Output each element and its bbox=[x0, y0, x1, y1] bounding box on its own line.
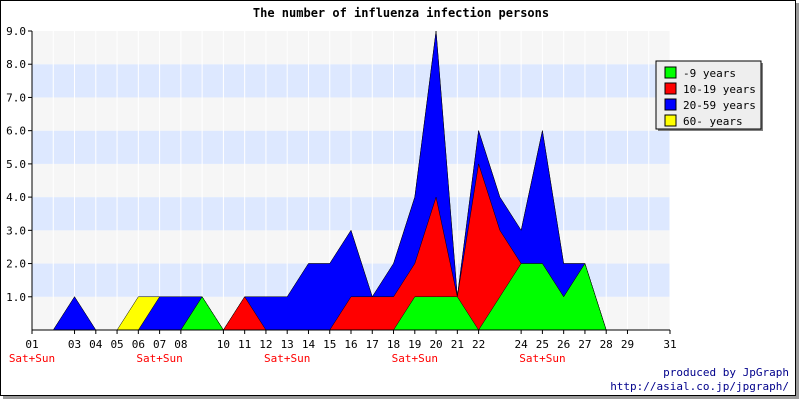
x-tick-label: 21 bbox=[451, 338, 464, 351]
x-tick-label: 05 bbox=[110, 338, 123, 351]
x-tick-label: 12 bbox=[259, 338, 272, 351]
x-tick-label: 24 bbox=[515, 338, 529, 351]
x-tick-label: 13 bbox=[281, 338, 294, 351]
x-tick-label: 19 bbox=[408, 338, 421, 351]
x-tick-label: 18 bbox=[387, 338, 400, 351]
x-tick-label: 10 bbox=[217, 338, 230, 351]
legend-swatch bbox=[664, 66, 677, 79]
x-tick-label: 01 bbox=[25, 338, 38, 351]
legend-swatch bbox=[664, 98, 677, 111]
weekend-label: Sat+Sun bbox=[136, 352, 182, 365]
x-tick-label: 08 bbox=[174, 338, 187, 351]
legend-swatch bbox=[664, 82, 677, 95]
y-tick-label: 7.0 bbox=[6, 91, 26, 104]
x-tick-label: 11 bbox=[238, 338, 251, 351]
x-tick-label: 31 bbox=[663, 338, 676, 351]
x-tick-label: 28 bbox=[600, 338, 613, 351]
legend-label: 10-19 years bbox=[683, 83, 756, 96]
weekend-label: Sat+Sun bbox=[519, 352, 565, 365]
y-tick-label: 1.0 bbox=[6, 291, 26, 304]
legend-label: 20-59 years bbox=[683, 99, 756, 112]
y-tick-label: 9.0 bbox=[6, 25, 26, 38]
y-tick-label: 6.0 bbox=[6, 125, 26, 138]
legend-label: -9 years bbox=[683, 67, 736, 80]
weekend-labels: Sat+Sun Sat+Sun Sat+Sun Sat+Sun Sat+Sun bbox=[9, 352, 566, 365]
x-tick-label: 26 bbox=[557, 338, 570, 351]
y-tick-label: 5.0 bbox=[6, 158, 26, 171]
credit-url: http://asial.co.jp/jpgraph/ bbox=[610, 380, 789, 393]
legend-label: 60- years bbox=[683, 115, 743, 128]
x-tick-label: 03 bbox=[68, 338, 81, 351]
x-tick-label: 17 bbox=[366, 338, 379, 351]
legend-swatch bbox=[664, 114, 677, 127]
x-tick-label: 07 bbox=[153, 338, 166, 351]
weekend-label: Sat+Sun bbox=[264, 352, 310, 365]
x-tick-labels: 01 03 04 05 06 07 08 10 11 12 13 14 15 16 17 18 19 20 21 22… bbox=[25, 330, 677, 351]
weekend-label: Sat+Sun bbox=[9, 352, 55, 365]
chart-canvas: The number of influenza infection person… bbox=[6, 6, 763, 365]
x-tick-label: 04 bbox=[89, 338, 103, 351]
weekend-label: Sat+Sun bbox=[392, 352, 438, 365]
legend: -9 years 10-19 years 20-59 years 60- years bbox=[655, 60, 763, 131]
x-tick-label: 25 bbox=[536, 338, 549, 351]
x-tick-label: 06 bbox=[132, 338, 145, 351]
x-tick-label: 15 bbox=[323, 338, 336, 351]
y-tick-label: 4.0 bbox=[6, 191, 26, 204]
y-tick-label: 2.0 bbox=[6, 258, 26, 271]
x-tick-label: 29 bbox=[621, 338, 634, 351]
y-tick-label: 3.0 bbox=[6, 224, 26, 237]
x-tick-label: 14 bbox=[302, 338, 316, 351]
x-tick-label: 27 bbox=[578, 338, 591, 351]
x-tick-label: 20 bbox=[429, 338, 442, 351]
x-tick-label: 22 bbox=[472, 338, 485, 351]
y-tick-labels: 1.0 2.0 3.0 4.0 5.0 6.0 7.0 8.0 9.0 bbox=[6, 25, 32, 304]
y-tick-label: 8.0 bbox=[6, 58, 26, 71]
credit-line: produced by JpGraph bbox=[663, 366, 789, 379]
x-tick-label: 16 bbox=[344, 338, 357, 351]
chart-title: The number of influenza infection person… bbox=[253, 6, 549, 20]
